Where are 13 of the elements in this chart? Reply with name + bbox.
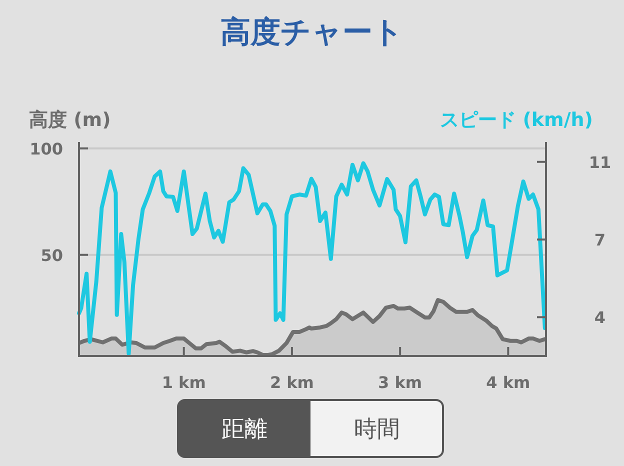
toggle: 距離 時間 [177,399,444,458]
y-tick-label: 50 [40,246,63,265]
y-axis-title: 高度 (m) [29,109,111,131]
y2-tick-label: 7 [594,230,606,250]
y-tick-label: 100 [30,139,63,158]
x-tick-label: 3 km [378,373,422,392]
chart-title: 高度チャート [220,15,404,50]
x-tick-label: 2 km [270,373,314,392]
y2-tick-label: 4 [594,308,606,328]
x-tick-label: 1 km [162,373,206,392]
x-tick-label: 4 km [486,373,530,392]
y2-tick-label: 11 [588,152,612,172]
y2-axis-title: スピード (km/h) [440,109,593,131]
